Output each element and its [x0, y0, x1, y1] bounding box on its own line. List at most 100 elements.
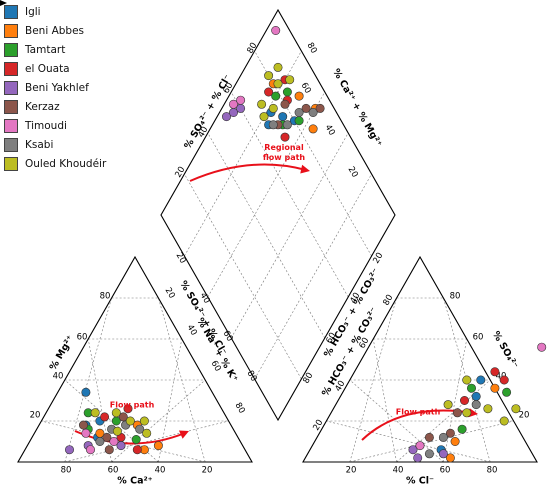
anion-point	[443, 400, 453, 410]
legend-label: Tamtart	[25, 43, 66, 56]
diamond-point	[285, 75, 295, 85]
cation-x-title: % Ca²⁺	[117, 476, 152, 487]
cation-right-tick: 20	[163, 286, 177, 300]
legend-entry: Tamtart	[4, 40, 106, 59]
diamond-point	[268, 103, 278, 113]
cation-left-tick: 60	[77, 333, 88, 343]
diamond-lower-left-tick: 40	[198, 291, 212, 305]
cation-point	[65, 445, 75, 455]
anion-bottom-tick: 20	[346, 466, 357, 476]
anion-grid-line	[443, 338, 468, 463]
diamond-point	[294, 108, 304, 118]
diamond-upper-right-tick: 60	[299, 81, 313, 95]
diamond-lower-right-tick: 60	[324, 331, 338, 345]
cation-point	[132, 445, 142, 455]
anion-point	[415, 441, 425, 451]
anion-grid-line	[326, 420, 491, 463]
diamond-upper-left-tick: 80	[245, 41, 259, 55]
diamond-point	[282, 120, 292, 130]
diamond-point	[315, 103, 325, 113]
diamond-grid-line	[207, 91, 326, 298]
legend-entry: Beni Yakhlef	[4, 78, 106, 97]
anion-grid-line	[349, 297, 397, 463]
anion-point	[490, 383, 500, 393]
diamond-lower-left-tick: 80	[245, 369, 259, 383]
diamond-point	[229, 99, 239, 109]
diamond-flow-arrow-head	[300, 164, 310, 174]
anion-point	[413, 453, 423, 463]
diamond-grid-line	[230, 91, 349, 298]
diamond-upper-right-title: % Ca²⁺ + % Mg²⁺	[330, 67, 384, 149]
tick-labels: 80 60 40 20 20 40 60 80 20 40 60 80 20 40 60 80 20 40 60 80…	[30, 41, 530, 475]
cation-bottom-tick: 20	[202, 466, 213, 476]
legend-swatch	[4, 80, 18, 95]
anion-point	[511, 404, 521, 414]
legend-entry: Igli	[4, 2, 106, 21]
cation-point	[153, 441, 163, 451]
cation-point	[109, 436, 119, 446]
diamond-upper-right-tick: 80	[305, 41, 319, 55]
cation-point	[116, 441, 126, 451]
anion-point	[462, 375, 472, 385]
diamond-flow-label-line: Regional	[264, 143, 304, 152]
cation-point	[95, 436, 105, 446]
diamond-point	[271, 25, 281, 35]
diamond-point	[264, 87, 274, 97]
arrowhead-shape	[0, 0, 7, 6]
anion-point	[502, 387, 512, 397]
legend-entry: Beni Abbes	[4, 21, 106, 40]
diamond-point	[301, 103, 311, 113]
cation-bottom-tick: 80	[61, 466, 72, 476]
cation-point	[81, 387, 91, 397]
diamond-point	[278, 112, 288, 122]
diamond-point	[308, 124, 318, 134]
legend-swatch	[4, 42, 18, 57]
diamond-point	[282, 87, 292, 97]
anion-left-tick: 60	[357, 336, 371, 350]
diamond-point	[294, 116, 304, 126]
cation-point	[102, 432, 112, 442]
anion-right-title: % SO₄²⁻	[490, 329, 520, 370]
cation-point	[142, 428, 152, 438]
anion-point	[438, 432, 448, 442]
legend-swatch	[4, 23, 18, 38]
diamond-point	[268, 120, 278, 130]
diamond-flow-label: Regional flow path	[263, 143, 306, 162]
anion-point	[452, 408, 462, 418]
anion-x-title: % Cl⁻	[406, 476, 434, 487]
diamond-grid-line	[184, 173, 302, 380]
diamond-point	[273, 79, 283, 89]
anion-point	[438, 449, 448, 459]
cation-bottom-tick: 40	[155, 466, 166, 476]
cation-point	[104, 445, 114, 455]
anion-point	[466, 383, 476, 393]
data-points	[65, 25, 547, 463]
flow-arrows	[0, 0, 478, 445]
legend: Igli Beni Abbes Tamtart el Ouata Beni Yakhle…	[4, 2, 106, 173]
legend-swatch	[4, 61, 18, 76]
diamond-upper-right-tick: 40	[323, 123, 337, 137]
diamond-point	[257, 99, 267, 109]
diamond-point	[308, 108, 318, 118]
diamond-point	[222, 112, 232, 122]
diamond-flow-arrow	[189, 163, 307, 182]
cation-point	[111, 408, 121, 418]
anion-point	[424, 449, 434, 459]
cation-point	[90, 408, 100, 418]
cation-frame	[17, 255, 253, 463]
anion-point	[445, 428, 455, 438]
cation-grid-line	[158, 338, 183, 463]
cation-point	[100, 412, 110, 422]
anion-right-tick: 20	[519, 411, 530, 421]
diamond-lower-right-tick: 80	[301, 371, 315, 385]
diamond-upper-right-tick: 20	[346, 165, 360, 179]
diamond-upper-left-tick: 60	[221, 81, 235, 95]
anion-right-tick: 80	[450, 292, 461, 302]
legend-swatch	[4, 118, 18, 133]
cation-point	[125, 416, 135, 426]
cation-flow-label: Flow path	[110, 401, 155, 410]
cation-point	[118, 412, 128, 422]
cation-point	[135, 424, 145, 434]
cation-point	[123, 404, 133, 414]
